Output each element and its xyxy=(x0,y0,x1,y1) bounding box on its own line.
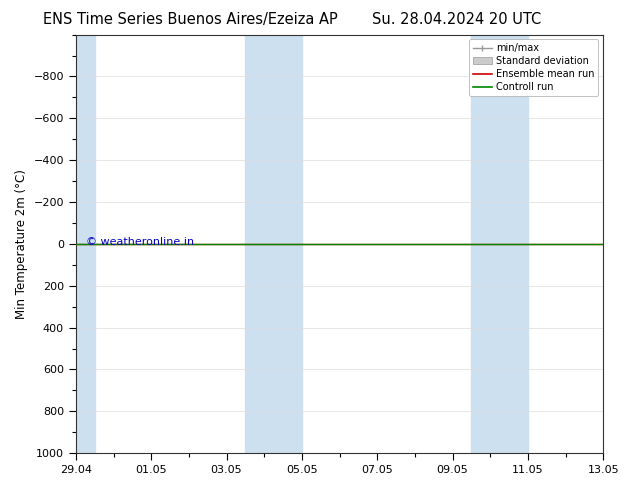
Bar xyxy=(471,35,528,453)
Y-axis label: Min Temperature 2m (°C): Min Temperature 2m (°C) xyxy=(15,169,28,319)
Text: © weatheronline.in: © weatheronline.in xyxy=(86,237,195,247)
Bar xyxy=(245,35,302,453)
Text: ENS Time Series Buenos Aires/Ezeiza AP: ENS Time Series Buenos Aires/Ezeiza AP xyxy=(43,12,337,27)
Text: Su. 28.04.2024 20 UTC: Su. 28.04.2024 20 UTC xyxy=(372,12,541,27)
Legend: min/max, Standard deviation, Ensemble mean run, Controll run: min/max, Standard deviation, Ensemble me… xyxy=(469,40,598,96)
Bar xyxy=(76,35,94,453)
